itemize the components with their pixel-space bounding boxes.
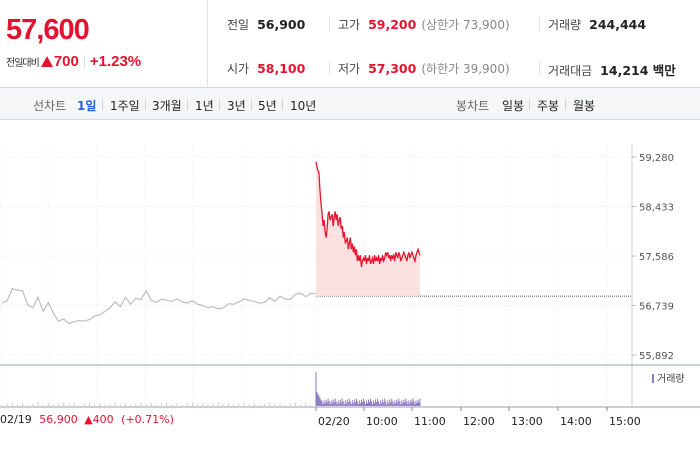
divider [145, 99, 146, 110]
x-tick-label: 14:00 [560, 415, 592, 428]
prev-day-series-line [1, 287, 317, 325]
y-tick-label: 58,433 [639, 203, 674, 214]
stat-label: 시가 [227, 62, 250, 76]
tab-period-10y[interactable]: 10년 [290, 99, 317, 113]
prev-day-change: 400 [92, 413, 114, 426]
stat-value: 58,100 [257, 61, 306, 76]
quote-panel: 57,600 전일대비 700 +1.23% 전일 56,900 고가 59,2… [0, 0, 700, 88]
stat-label: 저가 [338, 62, 361, 76]
stat-label: 고가 [338, 18, 361, 32]
tab-period-3y[interactable]: 3년 [227, 99, 246, 113]
stat-value: 59,200 [368, 17, 417, 32]
price-chart-svg: 59,280 58,433 57,586 56,739 55,892 02/20 10:0… [0, 145, 700, 428]
chart-area-fill [316, 161, 420, 297]
stat-turnover: 거래대금 14,214 백만 [548, 60, 676, 79]
x-tick-label: 11:00 [414, 415, 446, 428]
divider [282, 99, 283, 110]
today-series-line [315, 161, 421, 268]
x-axis: 02/20 10:00 11:00 12:00 13:00 14:00 15:00 [315, 407, 641, 428]
divider [187, 99, 188, 110]
change-label: 전일대비 [6, 58, 40, 69]
tab-candle-monthly[interactable]: 월봉 [573, 99, 596, 113]
chart-lines [1, 161, 421, 325]
x-tick-label: 15:00 [609, 415, 641, 428]
current-price: 57,600 [6, 14, 90, 46]
stat-low: 저가 57,300 (하한가 39,900) [338, 60, 510, 77]
divider [539, 61, 540, 75]
x-tick-label: 12:00 [463, 415, 495, 428]
prev-day-price: 56,900 [39, 413, 78, 426]
price-box: 57,600 전일대비 700 +1.23% [0, 0, 208, 88]
today-area-fill [316, 161, 420, 297]
stat-sub: (상한가 73,900) [421, 18, 510, 32]
x-tick-label: 10:00 [366, 415, 398, 428]
divider [565, 99, 566, 110]
prev-day-info: 02/19 56,900 ▲400 (+0.71%) [0, 413, 174, 426]
y-tick-label: 57,586 [639, 252, 674, 263]
prev-day-date: 02/19 [0, 413, 32, 426]
tab-candle-weekly[interactable]: 주봉 [537, 99, 560, 113]
x-tick-label: 13:00 [511, 415, 543, 428]
tab-candle-daily[interactable]: 일봉 [502, 99, 525, 113]
tab-period-3m[interactable]: 3개월 [152, 99, 182, 113]
change-amount: 700 [53, 53, 79, 70]
y-tick-label: 55,892 [639, 351, 674, 362]
stat-label: 거래대금 [548, 64, 593, 78]
divider [529, 99, 530, 110]
tab-period-1y[interactable]: 1년 [195, 99, 214, 113]
up-arrow-icon [40, 56, 53, 67]
stat-volume: 거래량 244,444 [548, 16, 646, 33]
stat-label: 거래량 [548, 18, 582, 32]
chart-toolbar: 선차트 1일 1주일 3개월 1년 3년 5년 10년 봉차트 일봉 주봉 월봉 [0, 88, 700, 120]
prev-day-pct: (+0.71%) [121, 413, 174, 426]
stat-label: 전일 [227, 18, 250, 32]
y-axis: 59,280 58,433 57,586 56,739 55,892 [632, 153, 674, 362]
volume-legend: 거래량 [652, 373, 685, 385]
stat-value: 56,900 [257, 17, 306, 32]
candle-chart-label: 봉차트 [456, 99, 490, 113]
volume-bars [1, 372, 421, 406]
divider [329, 17, 330, 31]
divider [102, 99, 103, 110]
change-row: 전일대비 700 +1.23% [6, 53, 141, 70]
tab-period-5y[interactable]: 5년 [258, 99, 277, 113]
y-tick-label: 59,280 [639, 153, 674, 164]
divider [251, 99, 252, 110]
tab-period-1w[interactable]: 1주일 [110, 99, 140, 113]
divider [219, 99, 220, 110]
divider [539, 17, 540, 31]
stat-prev-close: 전일 56,900 [227, 16, 305, 33]
stat-value: 57,300 [368, 61, 417, 76]
stat-value: 244,444 [589, 17, 647, 32]
y-tick-label: 56,739 [639, 302, 674, 313]
stat-open: 시가 58,100 [227, 60, 305, 77]
volume-legend-swatch [652, 374, 654, 383]
line-chart-label: 선차트 [33, 99, 67, 113]
volume-legend-label: 거래량 [657, 373, 685, 385]
tab-period-1d[interactable]: 1일 [77, 99, 97, 113]
divider [329, 61, 330, 75]
stat-value: 14,214 백만 [600, 63, 676, 78]
up-arrow-icon: ▲ [84, 413, 93, 426]
divider [83, 55, 85, 68]
x-tick-label: 02/20 [318, 415, 350, 428]
stat-sub: (하한가 39,900) [421, 62, 510, 76]
price-chart[interactable]: 59,280 58,433 57,586 56,739 55,892 02/20 10:0… [0, 120, 700, 450]
stat-high: 고가 59,200 (상한가 73,900) [338, 16, 510, 33]
change-percent: +1.23% [89, 53, 142, 70]
